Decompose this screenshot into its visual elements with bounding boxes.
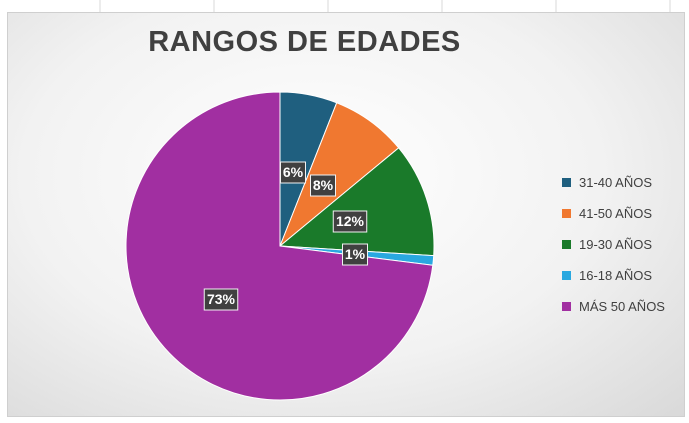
svg-text:1%: 1% bbox=[345, 246, 366, 262]
legend-label: MÁS 50 AÑOS bbox=[579, 299, 665, 314]
legend-item-4: 16-18 AÑOS bbox=[562, 265, 665, 286]
data-label-5: 73% bbox=[203, 288, 239, 311]
legend-swatch bbox=[562, 240, 571, 249]
legend-swatch bbox=[562, 302, 571, 311]
legend-swatch bbox=[562, 209, 571, 218]
legend-label: 16-18 AÑOS bbox=[579, 268, 652, 283]
legend-item-2: 41-50 AÑOS bbox=[562, 203, 665, 224]
legend-swatch bbox=[562, 178, 571, 187]
svg-text:6%: 6% bbox=[283, 164, 304, 180]
legend-label: 31-40 AÑOS bbox=[579, 175, 652, 190]
data-label-2: 8% bbox=[310, 174, 336, 197]
legend-swatch bbox=[562, 271, 571, 280]
pie-slice-5[interactable] bbox=[125, 91, 434, 401]
pie-slice-3[interactable] bbox=[278, 147, 435, 257]
svg-text:12%: 12% bbox=[336, 213, 365, 229]
legend-item-3: 19-30 AÑOS bbox=[562, 234, 665, 255]
svg-text:8%: 8% bbox=[313, 177, 334, 193]
data-label-4: 1% bbox=[342, 243, 368, 266]
legend-label: 19-30 AÑOS bbox=[579, 237, 652, 252]
legend-label: 41-50 AÑOS bbox=[579, 206, 652, 221]
legend-item-1: 31-40 AÑOS bbox=[562, 172, 665, 193]
legend-item-5: MÁS 50 AÑOS bbox=[562, 296, 665, 317]
chart-title: RANGOS DE EDADES bbox=[148, 26, 461, 58]
svg-text:73%: 73% bbox=[207, 291, 236, 307]
chart-legend: 31-40 AÑOS 41-50 AÑOS 19-30 AÑOS 16-18 AÑOS… bbox=[562, 172, 665, 327]
data-label-3: 12% bbox=[332, 210, 368, 233]
data-label-1: 6% bbox=[280, 161, 306, 184]
